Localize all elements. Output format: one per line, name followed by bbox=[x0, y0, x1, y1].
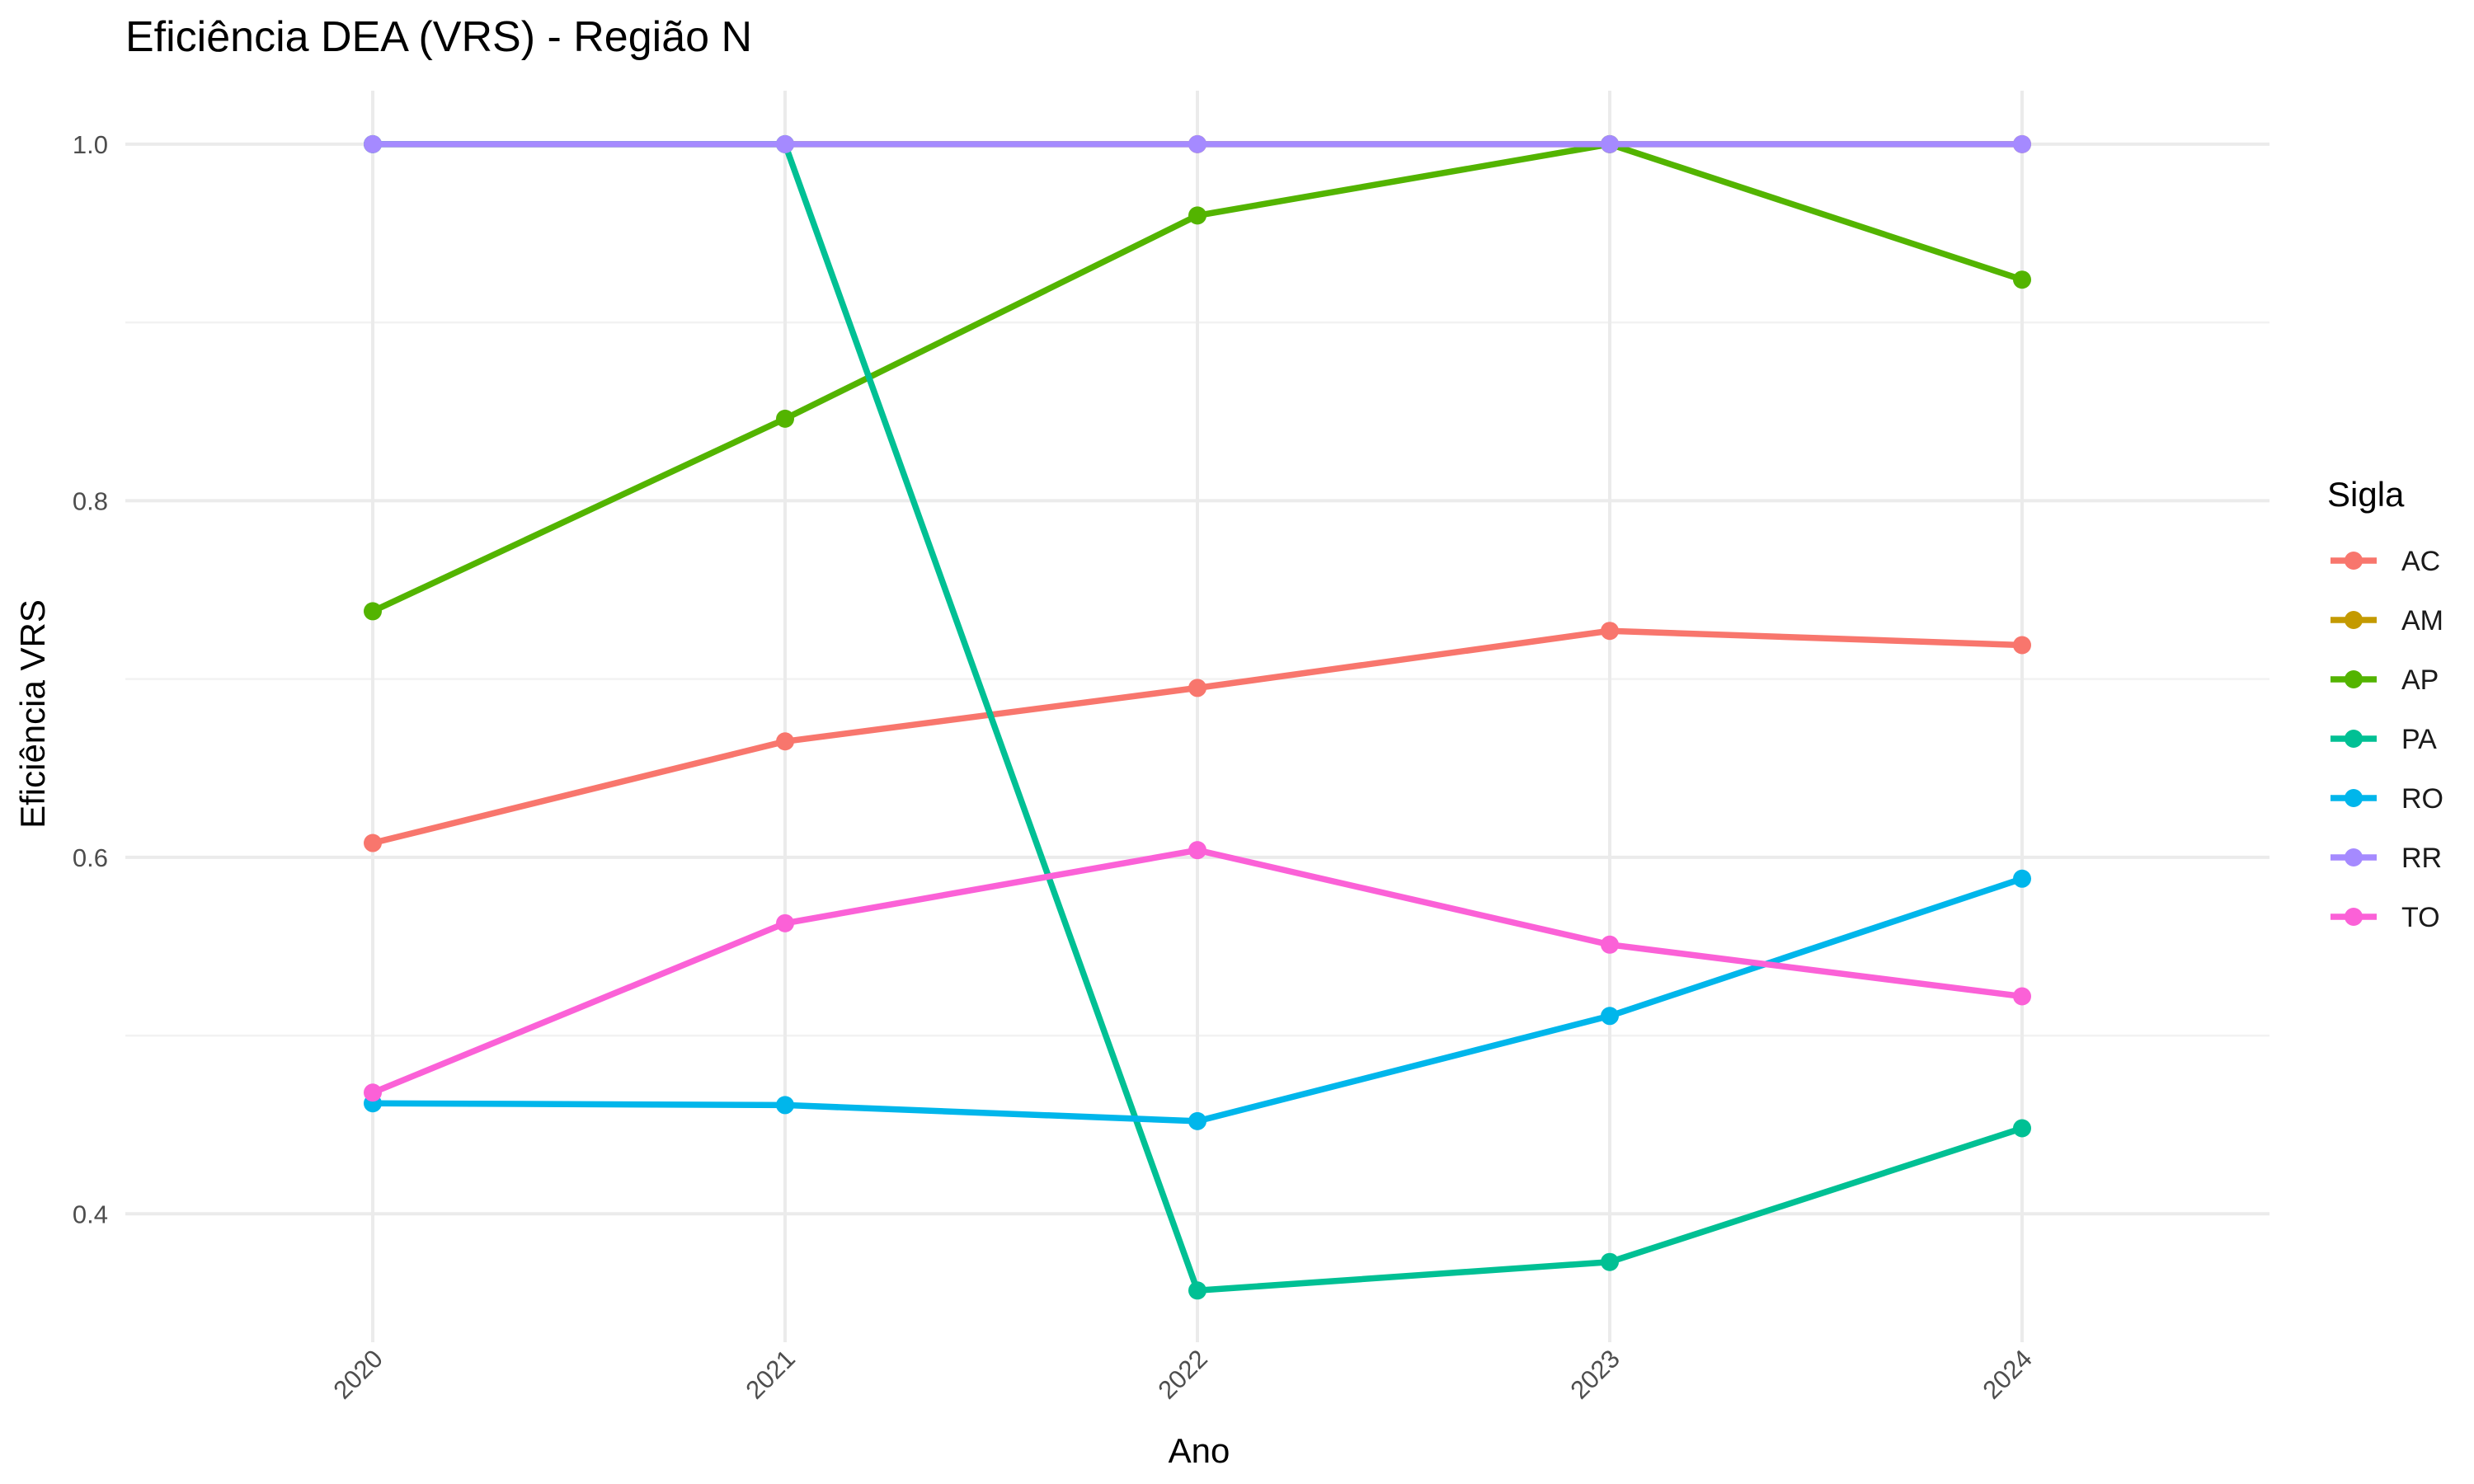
data-point-ro bbox=[1601, 1007, 1619, 1026]
data-point-ac bbox=[364, 834, 382, 852]
legend-label: RO bbox=[2401, 783, 2443, 815]
series-ac bbox=[364, 622, 2031, 852]
data-point-to bbox=[2013, 987, 2031, 1006]
data-point-pa bbox=[1188, 1281, 1206, 1300]
legend-item-ac: AC bbox=[2331, 546, 2440, 577]
legend-key-point bbox=[2345, 611, 2363, 629]
data-point-to bbox=[776, 913, 794, 932]
data-point-ro bbox=[1188, 1111, 1206, 1130]
data-point-rr bbox=[1188, 134, 1206, 153]
legend-key-point bbox=[2345, 730, 2363, 748]
y-axis-title: Eficiência VRS bbox=[13, 599, 52, 829]
data-point-ap bbox=[364, 602, 382, 621]
data-point-rr bbox=[2013, 134, 2031, 153]
data-point-rr bbox=[1601, 134, 1619, 153]
legend-item-am: AM bbox=[2331, 605, 2443, 636]
data-point-to bbox=[1601, 935, 1619, 954]
data-point-to bbox=[364, 1083, 382, 1102]
legend-item-ap: AP bbox=[2331, 665, 2439, 696]
x-tick-label: 2023 bbox=[1564, 1344, 1625, 1405]
data-point-pa bbox=[1601, 1252, 1619, 1271]
data-point-ap bbox=[1188, 206, 1206, 225]
data-point-to bbox=[1188, 841, 1206, 860]
x-tick-label: 2020 bbox=[327, 1344, 388, 1405]
legend-label: RR bbox=[2401, 843, 2442, 874]
y-axis-ticks: 0.4 0.6 0.8 1.0 bbox=[73, 130, 108, 1228]
legend-label: PA bbox=[2401, 724, 2437, 755]
x-axis-ticks: 2020 2021 2022 2023 2024 bbox=[327, 1344, 2038, 1405]
legend-label: AP bbox=[2401, 665, 2439, 696]
y-tick-label: 1.0 bbox=[73, 130, 108, 159]
data-point-ap bbox=[776, 409, 794, 428]
data-point-ro bbox=[776, 1096, 794, 1115]
data-point-pa bbox=[2013, 1119, 2031, 1138]
legend-key-point bbox=[2345, 848, 2363, 866]
x-tick-label: 2022 bbox=[1152, 1344, 1213, 1405]
y-tick-label: 0.8 bbox=[73, 486, 108, 515]
data-point-ac bbox=[1601, 622, 1619, 641]
series-rr bbox=[364, 134, 2031, 153]
chart-title: Eficiência DEA (VRS) - Região N bbox=[125, 13, 752, 61]
series-ro bbox=[364, 869, 2031, 1130]
data-point-ac bbox=[776, 732, 794, 751]
legend-label: TO bbox=[2401, 902, 2440, 933]
x-tick-label: 2024 bbox=[1977, 1344, 2038, 1405]
legend-key-point bbox=[2345, 789, 2363, 807]
y-tick-label: 0.6 bbox=[73, 843, 108, 872]
x-axis-title: Ano bbox=[1169, 1431, 1230, 1470]
data-point-rr bbox=[364, 134, 382, 153]
legend-label: AC bbox=[2401, 546, 2440, 577]
series-layer bbox=[364, 134, 2031, 1300]
data-point-ac bbox=[2013, 636, 2031, 655]
y-tick-label: 0.4 bbox=[73, 1200, 108, 1228]
series-to bbox=[364, 841, 2031, 1102]
legend-key-point bbox=[2345, 552, 2363, 570]
data-point-ac bbox=[1188, 679, 1206, 697]
data-point-rr bbox=[776, 134, 794, 153]
legend-key-point bbox=[2345, 908, 2363, 926]
data-point-ap bbox=[2013, 270, 2031, 289]
legend-item-pa: PA bbox=[2331, 724, 2437, 755]
legend-title: Sigla bbox=[2327, 475, 2405, 514]
data-point-ro bbox=[2013, 869, 2031, 888]
legend-item-rr: RR bbox=[2331, 843, 2442, 874]
legend: Sigla AC AM AP PA RO RR TO bbox=[2327, 475, 2443, 933]
legend-key-point bbox=[2345, 670, 2363, 688]
x-tick-label: 2021 bbox=[740, 1344, 801, 1405]
legend-item-ro: RO bbox=[2331, 783, 2443, 815]
legend-item-to: TO bbox=[2331, 902, 2440, 933]
legend-label: AM bbox=[2401, 605, 2443, 636]
